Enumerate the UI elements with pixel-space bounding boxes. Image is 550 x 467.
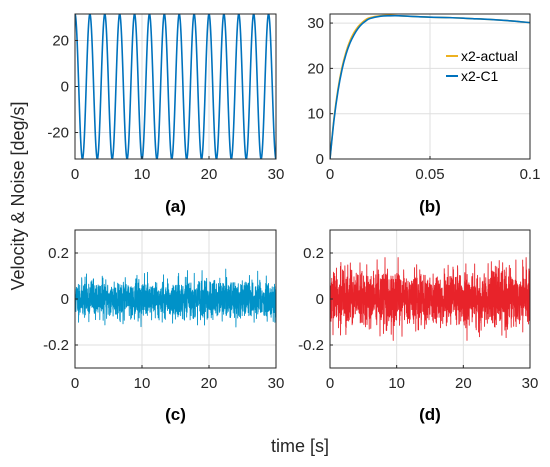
- panel-d-xtick-label: 0: [326, 375, 334, 392]
- panel-b-ticks: 0 0.05 0.1 0 10 20 30: [307, 15, 540, 183]
- panel-a-xtick-label: 10: [134, 166, 151, 183]
- panel-a-xtick-label: 30: [268, 166, 285, 183]
- panel-b-ytick-label: 10: [307, 106, 324, 123]
- legend-label-x2-actual: x2-actual: [461, 48, 518, 64]
- x-axis-title: time [s]: [271, 436, 329, 456]
- panel-c-ytick-label: 0: [61, 291, 69, 308]
- panel-a-xtick-label: 0: [71, 166, 79, 183]
- panel-b: 0 0.05 0.1 0 10 20 30 x2-actual x2-C1 (b): [307, 13, 540, 216]
- panel-b-xtick-label: 0: [326, 166, 334, 183]
- panel-c-series: [75, 268, 276, 328]
- panel-c-xtick-label: 0: [71, 375, 79, 392]
- panel-a-xtick-label: 20: [201, 166, 218, 183]
- panel-b-xtick-label: 0.05: [415, 166, 444, 183]
- legend-label-x2-c1: x2-C1: [461, 68, 499, 84]
- panel-b-label: (b): [419, 197, 441, 216]
- y-axis-title: Velocity & Noise [deg/s]: [8, 101, 28, 290]
- panel-d-xtick-label: 20: [455, 375, 472, 392]
- panel-d-ytick-label: -0.2: [298, 337, 324, 354]
- panel-c-label: (c): [165, 405, 186, 424]
- panel-c-ytick-label: 0.2: [48, 245, 69, 262]
- panel-a-series: [75, 14, 276, 159]
- panel-a-ytick-label: 0: [61, 79, 69, 96]
- panel-d-ytick-label: 0.2: [303, 245, 324, 262]
- panel-b-ytick-label: 0: [316, 151, 324, 168]
- panel-b-legend: x2-actual x2-C1: [446, 48, 518, 84]
- panel-c-xtick-label: 20: [201, 375, 218, 392]
- panel-a: 0 10 20 30 -20 0 20 (a): [47, 13, 284, 216]
- panel-a-series-0-line: [75, 14, 276, 159]
- panel-b-ytick-label: 30: [307, 15, 324, 32]
- panel-b-x2-c1-line: [330, 14, 530, 159]
- panel-c: 0 10 20 30 -0.2 0 0.2 (c): [43, 229, 284, 424]
- panel-d-series-0-line: [330, 230, 530, 368]
- panel-c-xtick-label: 30: [268, 375, 285, 392]
- panel-d-xtick-label: 30: [522, 375, 539, 392]
- panel-a-ytick-label: -20: [47, 125, 69, 142]
- panel-c-series-0-line: [75, 268, 276, 328]
- panel-b-xtick-label: 0.1: [520, 166, 541, 183]
- panel-a-label: (a): [165, 197, 186, 216]
- panel-c-xtick-label: 10: [134, 375, 151, 392]
- panel-c-ytick-label: -0.2: [43, 337, 69, 354]
- panel-a-ytick-label: 20: [52, 32, 69, 49]
- panel-b-series: [330, 14, 530, 159]
- panel-d-ytick-label: 0: [316, 291, 324, 308]
- panel-d: 0 10 20 30 -0.2 0 0.2 (d): [298, 229, 538, 424]
- panel-b-ytick-label: 20: [307, 60, 324, 77]
- panel-d-xtick-label: 10: [388, 375, 405, 392]
- panel-a-ticks: 0 10 20 30 -20 0 20: [47, 32, 284, 183]
- panel-c-ticks: 0 10 20 30 -0.2 0 0.2: [43, 245, 284, 392]
- panel-d-label: (d): [419, 405, 441, 424]
- panel-d-series: [330, 230, 530, 368]
- panel-d-ticks: 0 10 20 30 -0.2 0 0.2: [298, 245, 538, 392]
